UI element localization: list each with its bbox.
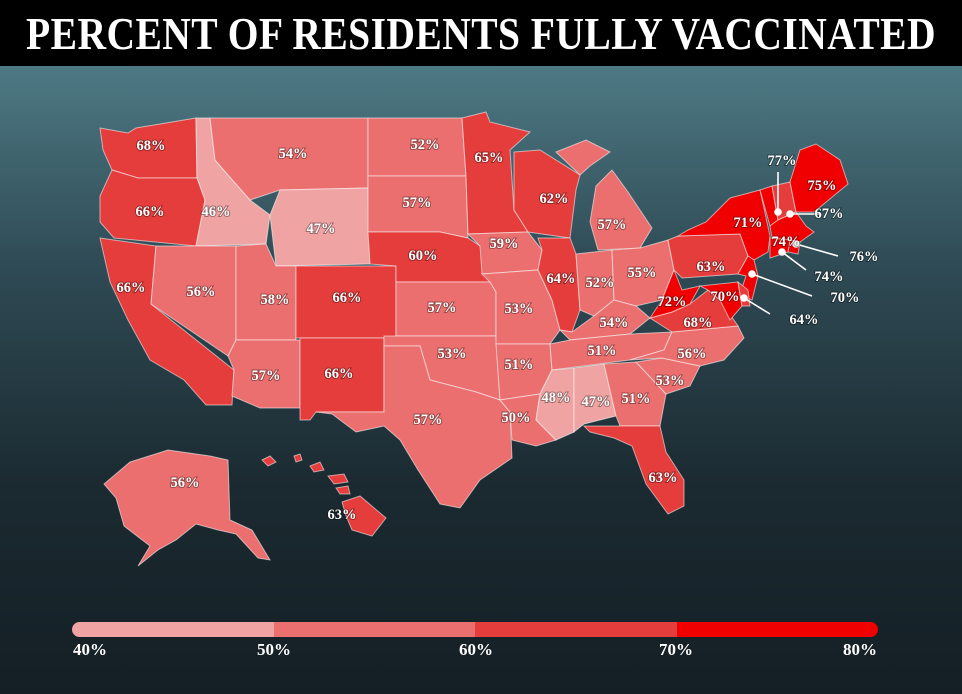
state-label-ri: 76% [850,249,879,265]
state-label-ia: 59% [490,236,519,252]
state-label-hi: 63% [328,507,357,523]
state-label-mn: 65% [475,150,504,166]
state-label-ny: 71% [734,215,763,231]
state-label-wy: 47% [307,221,336,237]
state-ak[interactable] [103,449,271,567]
state-fl[interactable] [582,425,685,515]
state-label-ak: 56% [171,475,200,491]
legend-tick-80: 80% [843,640,877,659]
state-label-wa: 68% [137,138,166,154]
state-label-nm: 66% [325,366,354,382]
state-label-vt: 77% [768,153,797,169]
legend-tick-70: 70% [659,640,693,659]
title-bar: PERCENT OF RESIDENTS FULLY VACCINATED [0,0,962,66]
us-vaccination-map: 68% 66% 66% 46% 56% 54% 47% 58% 57% 66% 66% 52% 57% 6… [99,111,880,567]
state-label-nd: 52% [411,137,440,153]
state-label-fl: 63% [649,470,678,486]
legend-tick-50: 50% [257,640,291,659]
state-label-la: 50% [502,410,531,426]
state-label-co: 66% [333,290,362,306]
legend-tick-60: 60% [459,640,493,659]
legend-bin-70-80 [676,622,878,637]
legend-tick-40: 40% [73,640,107,659]
state-label-wi: 62% [540,191,569,207]
state-label-mt: 54% [279,146,308,162]
state-label-mi: 57% [598,217,627,233]
state-label-tn: 51% [588,343,617,359]
state-label-ma: 74% [772,234,801,250]
state-label-nj: 70% [831,290,860,306]
state-ny[interactable] [676,189,771,261]
state-label-va: 68% [684,315,713,331]
state-label-de: 64% [790,312,819,328]
state-label-ms: 48% [542,390,571,406]
state-label-in: 52% [586,275,615,291]
state-label-ut: 58% [261,292,290,308]
legend-color-scale [72,622,878,637]
state-label-pa: 63% [697,259,726,275]
state-label-md: 70% [711,289,740,305]
state-label-ne: 60% [409,248,438,264]
state-nc[interactable] [629,325,745,367]
state-label-al: 47% [582,394,611,410]
state-tx[interactable] [315,345,513,509]
state-label-ar: 51% [505,357,534,373]
state-label-ks: 57% [428,300,457,316]
state-label-ky: 54% [600,315,629,331]
state-wv[interactable] [648,268,701,319]
state-label-me: 75% [808,178,837,194]
state-label-il: 64% [547,271,576,287]
state-label-sd: 57% [403,195,432,211]
state-wy[interactable] [269,187,371,267]
state-me[interactable] [789,143,849,213]
state-label-nc: 56% [678,346,707,362]
page-title: PERCENT OF RESIDENTS FULLY VACCINATED [26,7,936,59]
state-hi[interactable] [261,453,387,537]
state-al[interactable] [573,363,617,434]
state-label-ok: 53% [438,346,467,362]
state-label-or: 66% [136,204,165,220]
state-label-wv: 72% [658,294,687,310]
state-label-nv: 56% [187,284,216,300]
state-label-sc: 53% [656,373,685,389]
legend-bin-50-60 [273,622,475,637]
legend-tick-labels: 40% 50% 60% 70% 80% [60,640,892,662]
state-label-ga: 51% [622,391,651,407]
state-label-ca: 66% [117,280,146,296]
state-label-oh: 55% [628,265,657,281]
state-wi[interactable] [513,149,581,239]
state-label-nh: 67% [815,206,844,222]
state-label-mo: 53% [505,301,534,317]
state-label-id: 46% [202,204,231,220]
state-label-ct: 74% [815,269,844,285]
state-label-tx: 57% [414,412,443,428]
state-label-az: 57% [252,368,281,384]
legend-bin-60-70 [475,622,677,637]
state-mi[interactable] [555,139,653,251]
state-mn[interactable] [461,111,532,235]
legend-bin-40-50 [72,622,274,637]
